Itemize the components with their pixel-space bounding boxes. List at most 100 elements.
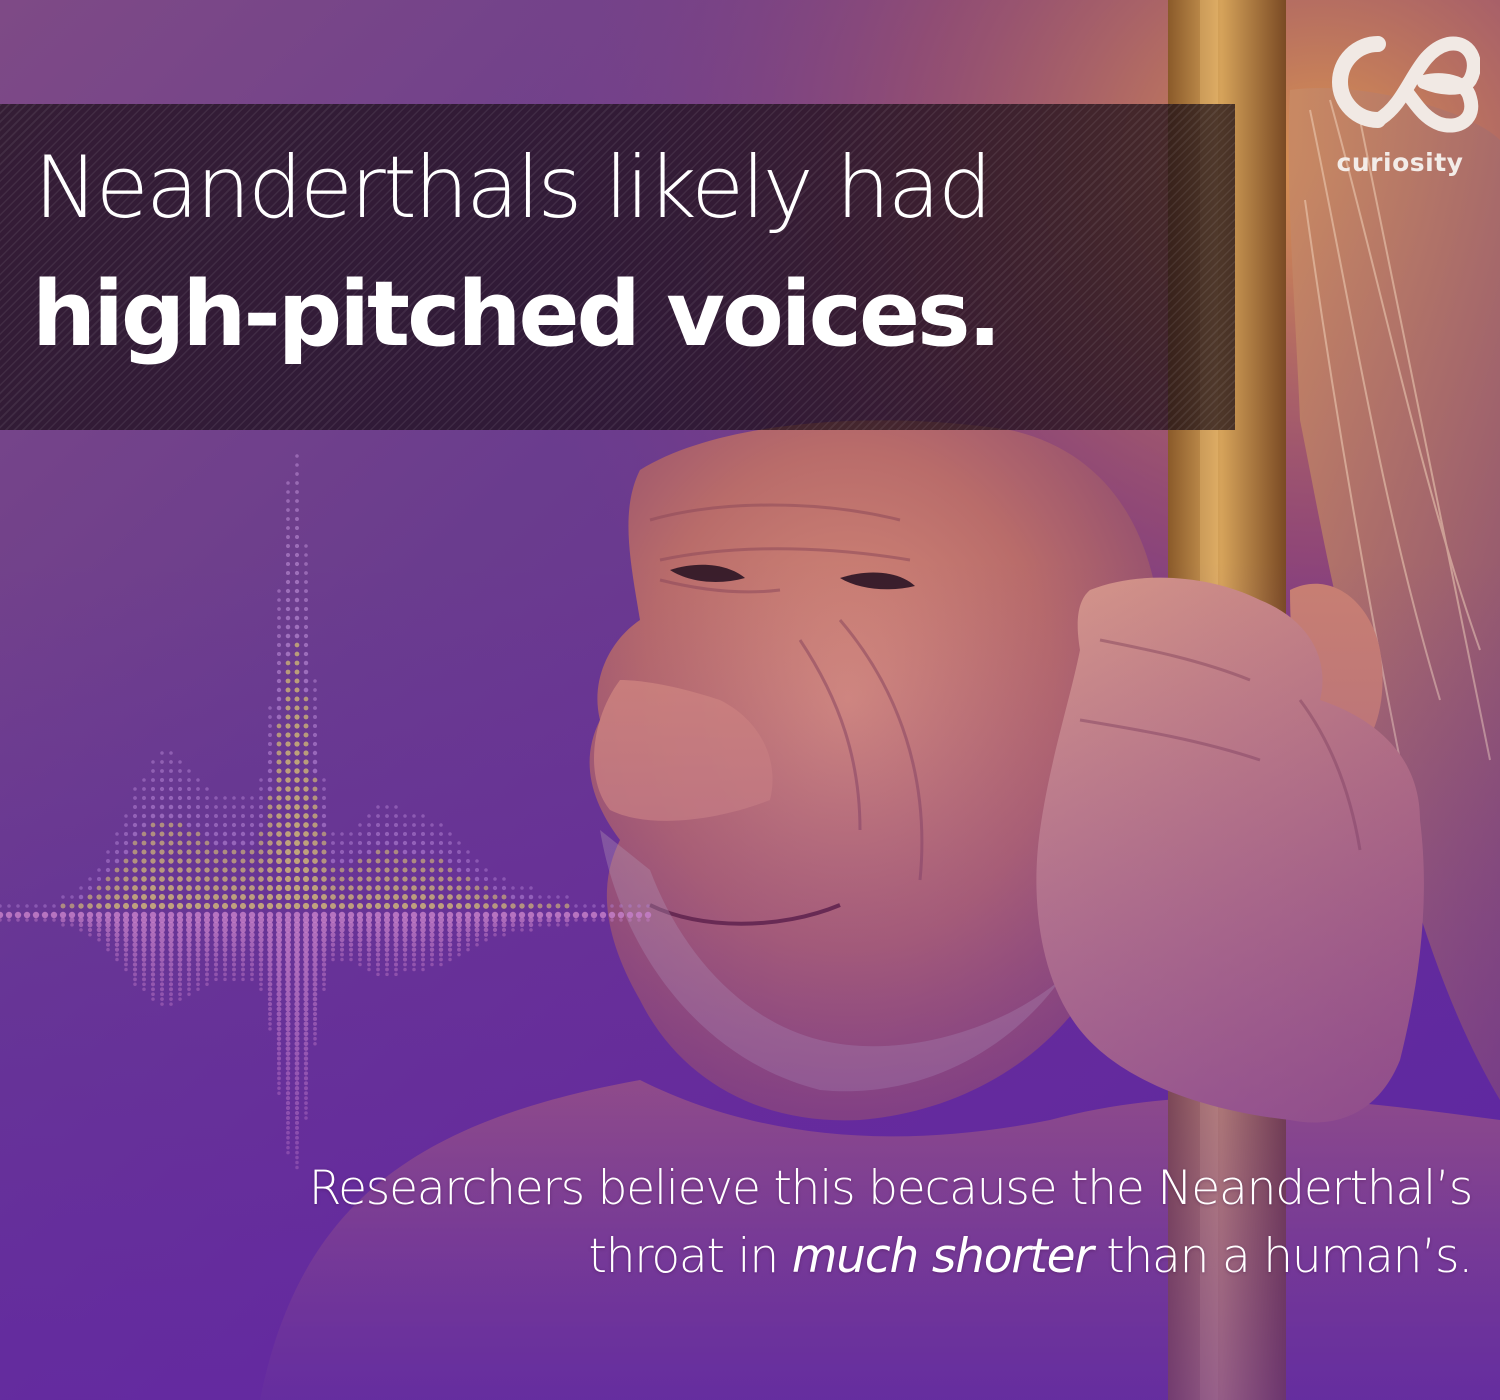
waveform-dot bbox=[285, 961, 291, 968]
waveform-dot bbox=[302, 866, 310, 874]
waveform-dot bbox=[501, 903, 507, 909]
curiosity-logo-icon bbox=[1332, 36, 1481, 133]
waveform-dot bbox=[294, 660, 300, 666]
waveform-dot bbox=[133, 805, 137, 809]
waveform-dot bbox=[303, 777, 309, 783]
waveform-dot bbox=[168, 849, 174, 855]
waveform-dot bbox=[303, 705, 309, 711]
waveform-dot bbox=[456, 927, 462, 933]
waveform-dot bbox=[69, 917, 75, 923]
waveform-dot bbox=[160, 769, 164, 773]
waveform-dot bbox=[159, 786, 165, 792]
waveform-dot bbox=[25, 904, 29, 908]
waveform-dot bbox=[294, 624, 300, 630]
waveform-dot bbox=[366, 858, 372, 864]
waveform-dot bbox=[321, 937, 327, 943]
waveform-dot bbox=[447, 894, 453, 900]
waveform-dot bbox=[276, 858, 282, 864]
waveform-dot bbox=[312, 732, 318, 738]
waveform-dot bbox=[402, 831, 408, 837]
waveform-dot bbox=[249, 926, 255, 933]
waveform-dot bbox=[376, 972, 380, 977]
waveform-dot bbox=[87, 922, 93, 928]
waveform-dot bbox=[303, 858, 309, 864]
waveform-dot bbox=[151, 769, 155, 773]
waveform-dot bbox=[240, 876, 246, 882]
waveform-dot bbox=[105, 903, 111, 909]
waveform-dot bbox=[430, 823, 434, 827]
waveform-dot bbox=[484, 868, 488, 872]
waveform-dot bbox=[385, 805, 389, 809]
waveform-dot bbox=[285, 561, 291, 567]
waveform-dot bbox=[519, 917, 525, 923]
waveform-dot bbox=[231, 947, 237, 953]
waveform-dot bbox=[448, 957, 452, 962]
waveform-dot bbox=[276, 777, 282, 783]
waveform-dot bbox=[375, 831, 381, 837]
waveform-dot bbox=[411, 894, 417, 900]
waveform-dot bbox=[295, 1140, 299, 1145]
waveform-dot bbox=[106, 859, 110, 863]
waveform-dot bbox=[366, 937, 372, 943]
waveform-dot bbox=[275, 884, 283, 892]
waveform-dot bbox=[511, 886, 515, 890]
waveform-dot bbox=[258, 849, 264, 855]
waveform-dot bbox=[331, 952, 335, 957]
waveform-dot bbox=[60, 917, 66, 923]
waveform-dot bbox=[438, 876, 444, 882]
waveform-dot bbox=[646, 918, 650, 922]
waveform-dot bbox=[168, 962, 174, 967]
waveform-dot bbox=[132, 894, 138, 900]
waveform-dot bbox=[285, 1046, 291, 1052]
waveform-dot bbox=[276, 1046, 282, 1051]
waveform-dot bbox=[249, 876, 255, 882]
waveform-dot bbox=[599, 911, 607, 919]
waveform-dot bbox=[303, 966, 309, 973]
waveform-dot bbox=[312, 1006, 318, 1012]
waveform-dot bbox=[304, 1096, 308, 1101]
waveform-dot bbox=[303, 1071, 309, 1076]
waveform-dot bbox=[439, 957, 443, 962]
waveform-dot bbox=[150, 885, 156, 891]
waveform-dot bbox=[159, 831, 165, 837]
waveform-dot bbox=[68, 911, 76, 919]
waveform-dot bbox=[204, 813, 210, 819]
waveform-dot bbox=[311, 893, 319, 901]
waveform-dot bbox=[330, 937, 336, 943]
waveform-dot bbox=[510, 903, 516, 909]
waveform-dot bbox=[285, 714, 291, 720]
waveform-dot bbox=[322, 977, 326, 982]
waveform-dot bbox=[294, 759, 300, 765]
waveform-dot bbox=[313, 706, 317, 710]
waveform-dot bbox=[132, 962, 138, 967]
waveform-dot bbox=[519, 903, 525, 909]
waveform-dot bbox=[150, 972, 156, 977]
waveform-dot bbox=[366, 942, 372, 948]
waveform-dot bbox=[177, 885, 183, 891]
waveform-dot bbox=[294, 813, 300, 819]
waveform-dot bbox=[412, 962, 416, 967]
waveform-dot bbox=[150, 822, 156, 828]
waveform-dot bbox=[285, 750, 291, 756]
waveform-dot bbox=[313, 1036, 317, 1041]
waveform-dot bbox=[284, 875, 292, 883]
waveform-dot bbox=[295, 499, 299, 503]
waveform-dot bbox=[339, 867, 345, 873]
waveform-dot bbox=[151, 760, 155, 764]
waveform-dot bbox=[285, 696, 291, 702]
waveform-dot bbox=[428, 902, 436, 910]
waveform-dot bbox=[105, 885, 111, 891]
waveform-dot bbox=[429, 858, 435, 864]
waveform-dot bbox=[204, 840, 210, 846]
waveform-dot bbox=[348, 858, 354, 864]
waveform-dot bbox=[268, 715, 272, 719]
waveform-dot bbox=[186, 876, 192, 882]
waveform-dot bbox=[169, 778, 173, 782]
waveform-dot bbox=[374, 902, 382, 910]
waveform-dot bbox=[466, 850, 470, 854]
waveform-dot bbox=[393, 894, 399, 900]
waveform-dot bbox=[178, 778, 182, 782]
waveform-dot bbox=[294, 996, 300, 1002]
waveform-dot bbox=[232, 814, 236, 818]
waveform-dot bbox=[250, 805, 254, 809]
